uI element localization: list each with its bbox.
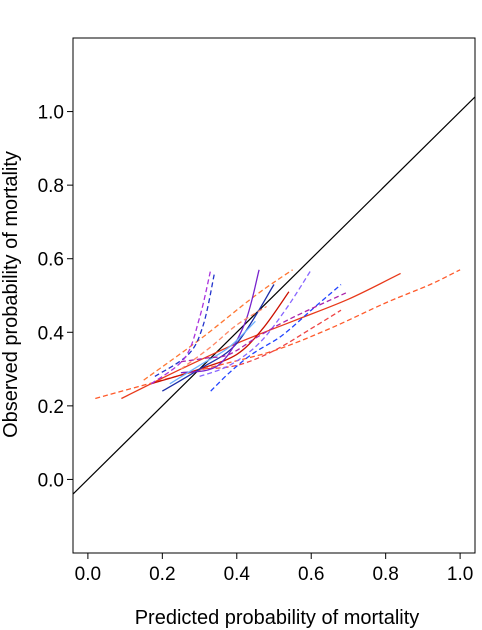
x-axis-title: Predicted probability of mortality (135, 607, 420, 629)
calibration-curve-7 (180, 269, 260, 374)
x-tick-label: 0.8 (372, 564, 398, 585)
calibration-curve-9 (154, 273, 216, 377)
calibration-curve-10 (150, 269, 212, 385)
reference-diagonal-line (73, 96, 475, 495)
y-tick-label: 0.0 (38, 470, 64, 491)
x-tick-label: 0.6 (298, 564, 324, 585)
calibration-curve-1 (121, 272, 401, 400)
calibration-curve-12 (199, 269, 312, 378)
x-tick-label: 0.4 (224, 564, 251, 585)
x-tick-label: 0.2 (149, 564, 175, 585)
y-tick-label: 0.4 (38, 323, 65, 344)
ticks-layer: 0.0 0.2 0.4 0.6 0.8 1.0 0.0 0.2 0.4 0.6 0.8 1.0 (38, 103, 474, 585)
y-tick-label: 0.8 (38, 176, 64, 197)
x-tick-label: 0.0 (75, 564, 101, 585)
y-axis-title: Observed probability of mortality (0, 151, 22, 438)
plot-frame (72, 37, 476, 554)
calibration-curve-13 (180, 291, 349, 363)
y-tick-label: 0.2 (38, 397, 64, 418)
calibration-curve-6 (161, 284, 275, 392)
y-tick-label: 1.0 (38, 103, 64, 124)
y-tick-label: 0.6 (38, 250, 64, 271)
x-tick-label: 1.0 (447, 564, 473, 585)
calibration-curve-2 (95, 269, 461, 400)
calibration-curve-14 (180, 305, 267, 370)
calibration-curve-3 (143, 269, 293, 381)
calibration-curve-11 (210, 284, 342, 392)
series-layer (73, 96, 475, 495)
